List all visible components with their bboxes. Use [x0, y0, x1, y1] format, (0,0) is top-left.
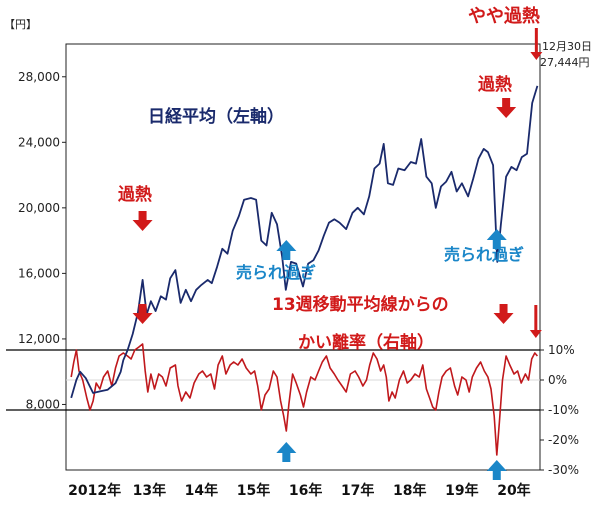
deviation-series-title-line1: 13週移動平均線からの: [272, 294, 449, 315]
arrow-head: [496, 107, 517, 118]
arrow-shaft: [138, 304, 147, 314]
arrow-shaft: [492, 470, 501, 480]
arrow-head: [276, 240, 297, 251]
left-tick-label: 8,000: [26, 397, 60, 411]
arrow-shaft: [282, 250, 291, 260]
arrow-shaft: [492, 239, 501, 249]
x-tick-label: 16年: [289, 482, 322, 499]
left-tick-label: 28,000: [18, 70, 60, 84]
left-tick-label: 12,000: [18, 332, 60, 346]
arrow-overheat-2013-deviation: [132, 304, 153, 324]
end-date-label: 12月30日: [542, 40, 592, 53]
arrow-oversold-2016-price: [276, 240, 297, 260]
arrow-oversold-2016-deviation: [276, 442, 297, 462]
right-tick-label: -30%: [548, 463, 579, 477]
arrow-shaft: [502, 98, 511, 108]
right-tick-label: -20%: [548, 433, 579, 447]
arrow-shaft: [499, 304, 508, 314]
label-slightly-overheat: やや過熱: [468, 5, 540, 27]
plot-area: [65, 43, 541, 471]
right-tick-label: -10%: [548, 403, 579, 417]
arrow-oversold-2020-deviation: [486, 460, 507, 480]
label-overheat-2020: 過熱: [478, 74, 512, 95]
arrow-slightly-overheat-price-head: [530, 52, 543, 60]
left-tick-label: 20,000: [18, 201, 60, 215]
x-tick-label: 2012年: [68, 482, 121, 499]
y-unit-label: 【円】: [4, 18, 37, 31]
right-tick-label: 0%: [548, 373, 567, 387]
arrow-slightly-overheat-deviation-head: [529, 330, 542, 338]
arrow-head: [486, 460, 507, 471]
arrow-head: [493, 313, 514, 324]
nikkei-series-line: [70, 85, 539, 399]
deviation-series-title-line2: かい離率（右軸）: [298, 332, 434, 353]
arrow-overheat-2020-price: [496, 98, 517, 118]
x-tick-label: 20年: [497, 482, 530, 499]
arrow-shaft: [138, 211, 147, 221]
x-tick-label: 13年: [133, 482, 166, 499]
arrow-head: [132, 220, 153, 231]
label-oversold-2016: 売られ過ぎ: [236, 263, 316, 282]
label-overheat-2013: 過熱: [118, 184, 152, 205]
arrow-overheat-2020-deviation: [493, 304, 514, 324]
x-tick-label: 14年: [185, 482, 218, 499]
nikkei-series-title: 日経平均（左軸）: [148, 106, 284, 127]
left-tick-label: 24,000: [18, 135, 60, 149]
x-tick-label: 15年: [237, 482, 270, 499]
x-tick-label: 19年: [445, 482, 478, 499]
left-tick-label: 16,000: [18, 266, 60, 280]
arrow-head: [276, 442, 297, 453]
x-tick-label: 17年: [341, 482, 374, 499]
deviation-series-line: [70, 343, 539, 456]
arrow-head: [486, 229, 507, 240]
arrow-head: [132, 313, 153, 324]
arrow-shaft: [282, 452, 291, 462]
end-value-label: 27,444円: [540, 56, 590, 69]
arrow-overheat-2013-price: [132, 211, 153, 231]
arrow-oversold-2020-price: [486, 229, 507, 249]
x-tick-label: 18年: [393, 482, 426, 499]
right-tick-label: 10%: [548, 343, 575, 357]
label-oversold-2020: 売られ過ぎ: [444, 245, 524, 264]
